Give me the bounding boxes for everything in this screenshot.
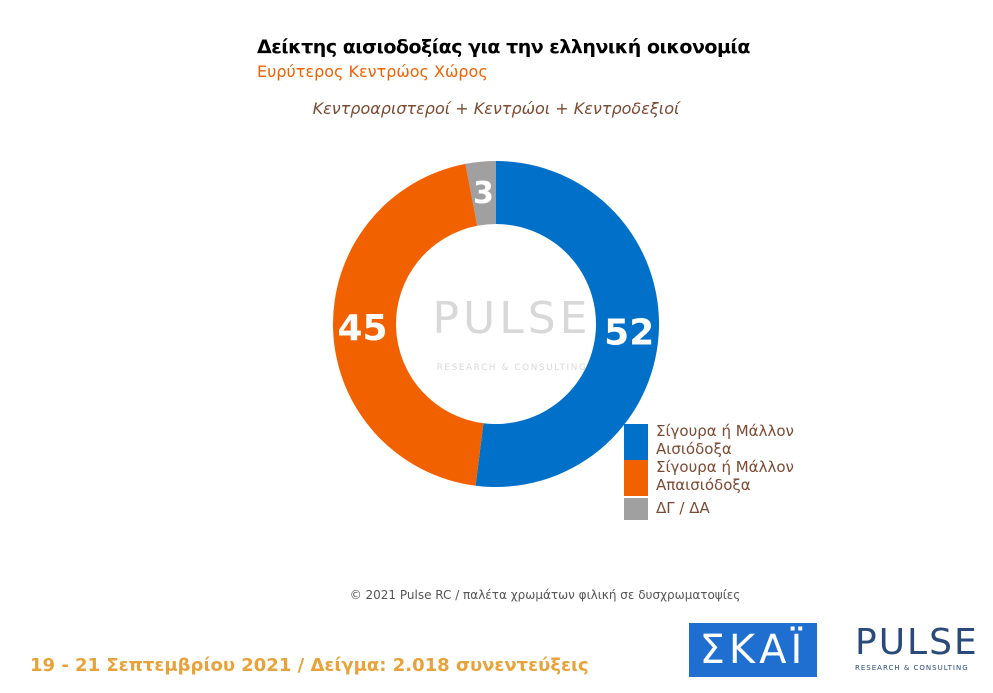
legend-label: Σίγουρα ή Μάλλον Αισιόδοξα [656,422,794,458]
data-label: 3 [473,176,494,211]
channel-logo: ΣΚΑΪ [689,623,817,677]
legend-label: Σίγουρα ή Μάλλον Απαισιόδοξα [656,458,794,494]
footer: 19 - 21 Σεπτεμβρίου 2021 / Δείγμα: 2.018… [30,655,589,676]
data-label: 52 [604,312,654,353]
donut-segment [475,161,660,487]
chart-subtitle: Ευρύτερος Κεντρώος Χώρος [257,62,488,81]
legend-swatch [624,498,648,520]
legend-item: Σίγουρα ή Μάλλον Απαισιόδοξα [624,458,814,496]
legend-item: ΔΓ / ΔΑ [624,498,814,520]
chart-title: Δείκτης αισιοδοξίας για την ελληνική οικ… [257,36,750,58]
watermark: PULSE [433,293,592,344]
legend-swatch [624,424,648,460]
donut-segment [333,163,484,486]
watermark-tagline: RESEARCH & CONSULTING [437,363,588,373]
legend-label: ΔΓ / ΔΑ [656,499,710,517]
data-label: 45 [338,308,388,349]
source: © 2021 Pulse RC / παλέτα χρωμάτων φιλική… [349,588,741,602]
chart-note: Κεντροαριστεροί + Κεντρώοι + Κεντροδεξιο… [312,99,680,118]
donut-segment [465,161,496,226]
pulse-tagline: RESEARCH & CONSULTING [855,664,969,672]
legend-swatch [624,460,648,496]
pulse-logo: PULSE [855,622,979,663]
legend-item: Σίγουρα ή Μάλλον Αισιόδοξα [624,422,814,460]
